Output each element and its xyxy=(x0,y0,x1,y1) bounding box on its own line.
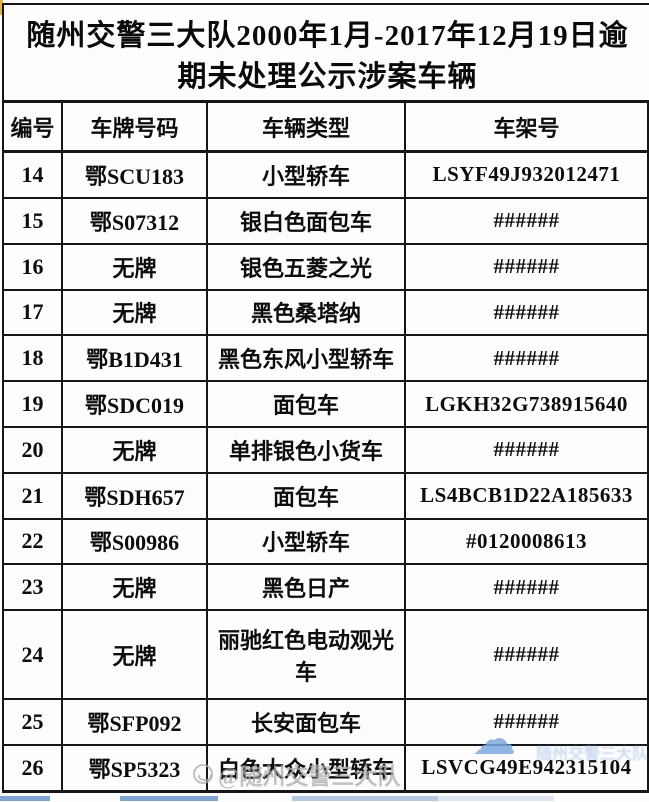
cell-vin: ###### xyxy=(404,196,649,245)
cell-no: 20 xyxy=(2,425,63,474)
cell-type: 丽驰红色电动观光车 xyxy=(206,609,406,701)
cell-type: 小型轿车 xyxy=(206,150,406,199)
cell-no: 19 xyxy=(2,380,63,428)
cell-no: 16 xyxy=(2,242,63,291)
cell-plate: 无牌 xyxy=(61,288,208,337)
outer-left-border xyxy=(2,3,4,101)
cell-vin: LS4BCB1D22A185633 xyxy=(404,471,649,520)
cell-vin: LGKH32G738915640 xyxy=(404,380,649,428)
cell-type: 面包车 xyxy=(206,380,406,428)
table-row: 16 无牌 银色五菱之光 ###### xyxy=(2,242,649,291)
cell-type: 黑色东风小型轿车 xyxy=(206,334,406,383)
cell-vin: ###### xyxy=(404,425,649,474)
col-header-vin: 车架号 xyxy=(404,100,649,153)
cell-plate: 鄂SDH657 xyxy=(61,471,208,520)
cell-no: 24 xyxy=(2,609,63,701)
cell-type: 黑色日产 xyxy=(206,563,406,612)
cell-vin: ###### xyxy=(404,698,649,746)
cell-type: 长安面包车 xyxy=(206,698,406,746)
col-header-no: 编号 xyxy=(2,100,63,153)
cell-no: 17 xyxy=(2,288,63,337)
cell-no: 14 xyxy=(2,150,63,199)
cell-vin: ###### xyxy=(404,334,649,383)
cell-plate: 无牌 xyxy=(61,609,208,701)
table-body: 14 鄂SCU183 小型轿车 LSYF49J932012471 15 鄂S07… xyxy=(2,150,649,793)
cell-no: 23 xyxy=(2,563,63,612)
table-row: 17 无牌 黑色桑塔纳 ###### xyxy=(2,288,649,337)
cell-vin: ###### xyxy=(404,242,649,291)
cell-vin: LSVCG49E942315104 xyxy=(404,743,649,793)
table-row: 26 鄂SP5323 白色大众小型轿车 LSVCG49E942315104 xyxy=(2,743,649,793)
bottom-blue-border-segment xyxy=(120,796,218,801)
table-row: 19 鄂SDC019 面包车 LGKH32G738915640 xyxy=(2,380,649,428)
cell-vin: #0120008613 xyxy=(404,517,649,566)
bottom-blue-border-segment xyxy=(438,796,554,801)
cell-plate: 鄂B1D431 xyxy=(61,334,208,383)
cell-plate: 鄂SDC019 xyxy=(61,380,208,428)
vehicle-table: 编号 车牌号码 车辆类型 车架号 14 鄂SCU183 小型轿车 LSYF49J… xyxy=(2,100,649,793)
table-row: 25 鄂SFP092 长安面包车 ###### xyxy=(2,698,649,746)
cell-plate: 无牌 xyxy=(61,242,208,291)
cell-type: 黑色桑塔纳 xyxy=(206,288,406,337)
table-row: 23 无牌 黑色日产 ###### xyxy=(2,563,649,612)
cell-no: 22 xyxy=(2,517,63,566)
cell-plate: 鄂S07312 xyxy=(61,196,208,245)
cell-vin: ###### xyxy=(404,609,649,701)
cell-plate: 鄂SCU183 xyxy=(61,150,208,199)
cell-no: 18 xyxy=(2,334,63,383)
table-row: 21 鄂SDH657 面包车 LS4BCB1D22A185633 xyxy=(2,471,649,520)
bottom-blue-border-segment xyxy=(292,796,438,801)
cell-type: 单排银色小货车 xyxy=(206,425,406,474)
table-row: 24 无牌 丽驰红色电动观光车 ###### xyxy=(2,609,649,701)
table-row: 20 无牌 单排银色小货车 ###### xyxy=(2,425,649,474)
bottom-blue-border-segment xyxy=(0,796,50,801)
cell-no: 26 xyxy=(2,743,63,793)
cell-no: 15 xyxy=(2,196,63,245)
cell-type: 银白色面包车 xyxy=(206,196,406,245)
cell-no: 25 xyxy=(2,698,63,746)
cell-type: 面包车 xyxy=(206,471,406,520)
cell-plate: 鄂S00986 xyxy=(61,517,208,566)
table-row: 15 鄂S07312 银白色面包车 ###### xyxy=(2,196,649,245)
col-header-plate: 车牌号码 xyxy=(61,100,208,153)
cell-vin: ###### xyxy=(404,563,649,612)
table-row: 18 鄂B1D431 黑色东风小型轿车 ###### xyxy=(2,334,649,383)
header-row: 编号 车牌号码 车辆类型 车架号 xyxy=(2,100,649,153)
table-row: 22 鄂S00986 小型轿车 #0120008613 xyxy=(2,517,649,566)
cell-type: 银色五菱之光 xyxy=(206,242,406,291)
cell-vin: LSYF49J932012471 xyxy=(404,150,649,199)
cell-no: 21 xyxy=(2,471,63,520)
outer-top-border xyxy=(2,3,649,5)
sheet-edge-yellow-strip xyxy=(0,0,3,15)
page-title: 随州交警三大队2000年1月-2017年12月19日逾期未处理公示涉案车辆 xyxy=(26,20,629,93)
cell-plate: 无牌 xyxy=(61,425,208,474)
cell-type: 小型轿车 xyxy=(206,517,406,566)
cell-plate: 鄂SP5323 xyxy=(61,743,208,793)
cell-vin: ###### xyxy=(404,288,649,337)
cell-plate: 鄂SFP092 xyxy=(61,698,208,746)
cell-type: 白色大众小型轿车 xyxy=(206,743,406,793)
col-header-type: 车辆类型 xyxy=(206,100,406,153)
cell-plate: 无牌 xyxy=(61,563,208,612)
table-row: 14 鄂SCU183 小型轿车 LSYF49J932012471 xyxy=(2,150,649,199)
